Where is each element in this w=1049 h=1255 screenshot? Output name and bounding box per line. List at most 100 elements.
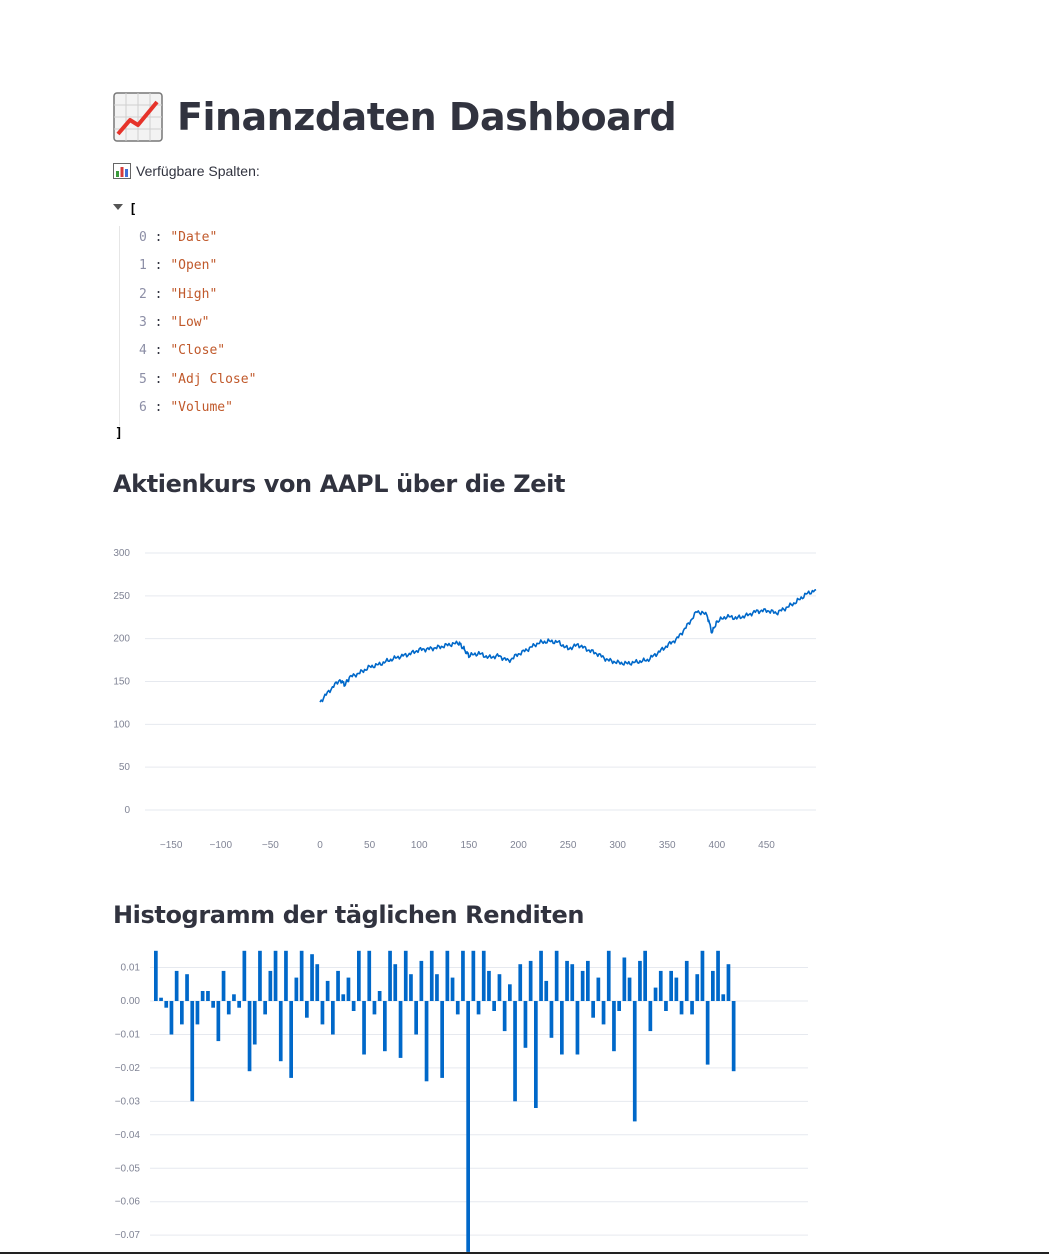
bar-chart-icon <box>113 163 131 179</box>
return-bar <box>362 1001 366 1055</box>
return-bar <box>497 974 502 1001</box>
y-tick-label: 100 <box>113 719 130 730</box>
return-bar <box>331 1001 335 1035</box>
return-bar <box>211 1001 215 1008</box>
return-bar <box>648 1001 653 1032</box>
return-bar <box>398 1001 403 1058</box>
y-tick-label: 300 <box>113 548 130 559</box>
return-bar <box>440 1001 444 1078</box>
return-bar <box>544 980 549 1001</box>
json-item: 0 : "Date" <box>139 230 218 245</box>
return-bar <box>570 964 575 1001</box>
return-bar <box>357 950 361 1001</box>
return-bar <box>216 1001 221 1042</box>
page-title-text: Finanzdaten Dashboard <box>177 95 677 139</box>
return-bar <box>263 1001 267 1015</box>
y-tick-label: −0.07 <box>115 1230 141 1241</box>
x-tick-label: 450 <box>758 840 775 851</box>
return-bar <box>664 1001 668 1011</box>
return-bar <box>367 950 372 1001</box>
return-bar <box>705 1001 710 1065</box>
return-bar <box>591 1001 595 1018</box>
return-bar <box>252 1001 257 1045</box>
return-bar <box>716 950 720 1001</box>
return-bar <box>310 954 314 1001</box>
return-bar <box>377 991 382 1001</box>
return-bar <box>351 1001 356 1011</box>
price-series-line <box>319 589 817 703</box>
return-bar <box>242 950 247 1001</box>
return-bar <box>185 974 189 1001</box>
y-tick-label: −0.06 <box>115 1197 141 1208</box>
return-bar <box>195 1001 200 1025</box>
return-bar <box>346 977 351 1001</box>
return-bar <box>575 1001 580 1055</box>
return-bar <box>169 1001 174 1035</box>
return-bar <box>461 950 465 1001</box>
return-bar <box>320 1001 325 1025</box>
return-bar <box>409 974 413 1001</box>
return-bar <box>674 977 679 1001</box>
json-collapse-toggle[interactable] <box>113 204 123 210</box>
return-bar <box>565 960 569 1001</box>
return-bar <box>586 960 590 1001</box>
y-tick-label: −0.04 <box>115 1130 141 1141</box>
return-bar <box>606 950 611 1001</box>
price-line-chart[interactable]: 0 50 100 150 200 250 300 −150 −100 −50 0 50 100 150 20… <box>0 530 1049 860</box>
page-bottom-divider <box>0 1252 1049 1254</box>
return-bar <box>180 1001 184 1025</box>
return-bar <box>643 950 647 1001</box>
return-bar <box>711 970 715 1001</box>
return-bar <box>154 950 158 1001</box>
return-bar <box>336 970 340 1001</box>
x-tick-label: 250 <box>560 840 577 851</box>
return-bar <box>627 977 632 1001</box>
return-bar <box>513 1001 517 1102</box>
return-bar <box>164 1001 169 1008</box>
returns-bar-chart[interactable]: 0.01 0.00 −0.01 −0.02 −0.03 −0.04 −0.05 −0.06 −0… <box>0 945 1049 1252</box>
x-tick-label: 100 <box>411 840 428 851</box>
json-close-bracket: ] <box>115 426 123 441</box>
return-bar <box>700 950 705 1001</box>
return-bar <box>690 1001 694 1015</box>
return-bar <box>612 1001 616 1052</box>
return-bar <box>435 974 439 1001</box>
return-bar <box>221 970 226 1001</box>
y-tick-label: 150 <box>113 676 130 687</box>
return-bar <box>471 950 476 1001</box>
json-open-bracket: [ <box>129 202 137 217</box>
return-bar <box>617 1001 621 1011</box>
return-bar <box>200 991 205 1001</box>
return-bar <box>206 991 210 1001</box>
return-bar <box>638 960 642 1001</box>
return-bar <box>622 957 627 1001</box>
y-tick-label: 50 <box>119 762 131 773</box>
return-bar <box>502 1001 507 1032</box>
return-bar <box>383 1001 387 1052</box>
columns-label: Verfügbare Spalten: <box>113 163 260 179</box>
returns-chart-heading: Histogramm der täglichen Renditen <box>113 901 585 929</box>
y-tick-label: 0.01 <box>121 963 141 974</box>
return-bar <box>284 950 288 1001</box>
json-item: 6 : "Volume" <box>139 400 233 415</box>
return-bar <box>289 1001 293 1078</box>
return-bar <box>388 950 392 1001</box>
x-tick-label: 350 <box>659 840 676 851</box>
return-bar <box>403 950 408 1001</box>
return-bar <box>632 1001 637 1122</box>
return-bar <box>258 950 262 1001</box>
return-bar <box>429 950 434 1001</box>
x-tick-label: 400 <box>709 840 726 851</box>
return-bar <box>560 1001 564 1055</box>
return-bar <box>325 980 330 1001</box>
x-tick-label: 200 <box>510 840 527 851</box>
return-bar <box>580 970 585 1001</box>
return-bar <box>466 1001 470 1252</box>
return-bar <box>393 964 398 1001</box>
x-tick-label: 300 <box>609 840 626 851</box>
return-bar <box>679 1001 684 1015</box>
return-bar <box>424 1001 429 1082</box>
return-bar <box>315 964 320 1001</box>
return-bar <box>653 987 658 1001</box>
page-title: Finanzdaten Dashboard <box>113 92 677 142</box>
